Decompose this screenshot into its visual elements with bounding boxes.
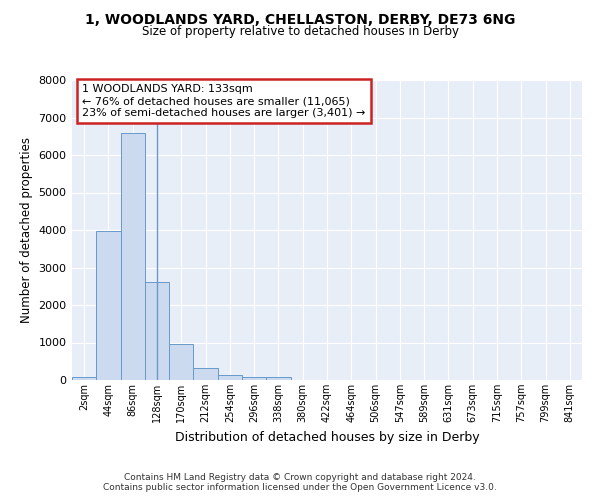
Text: Contains HM Land Registry data © Crown copyright and database right 2024.
Contai: Contains HM Land Registry data © Crown c… bbox=[103, 473, 497, 492]
Bar bbox=[218, 375, 242, 380]
Text: 1, WOODLANDS YARD, CHELLASTON, DERBY, DE73 6NG: 1, WOODLANDS YARD, CHELLASTON, DERBY, DE… bbox=[85, 12, 515, 26]
Bar bbox=[96, 231, 121, 380]
Bar bbox=[145, 282, 169, 380]
Bar bbox=[193, 368, 218, 380]
Bar bbox=[121, 132, 145, 380]
Bar bbox=[169, 344, 193, 380]
Y-axis label: Number of detached properties: Number of detached properties bbox=[20, 137, 33, 323]
Bar bbox=[242, 376, 266, 380]
X-axis label: Distribution of detached houses by size in Derby: Distribution of detached houses by size … bbox=[175, 430, 479, 444]
Text: 1 WOODLANDS YARD: 133sqm
← 76% of detached houses are smaller (11,065)
23% of se: 1 WOODLANDS YARD: 133sqm ← 76% of detach… bbox=[82, 84, 365, 117]
Bar bbox=[266, 378, 290, 380]
Text: Size of property relative to detached houses in Derby: Size of property relative to detached ho… bbox=[142, 25, 458, 38]
Bar bbox=[72, 378, 96, 380]
